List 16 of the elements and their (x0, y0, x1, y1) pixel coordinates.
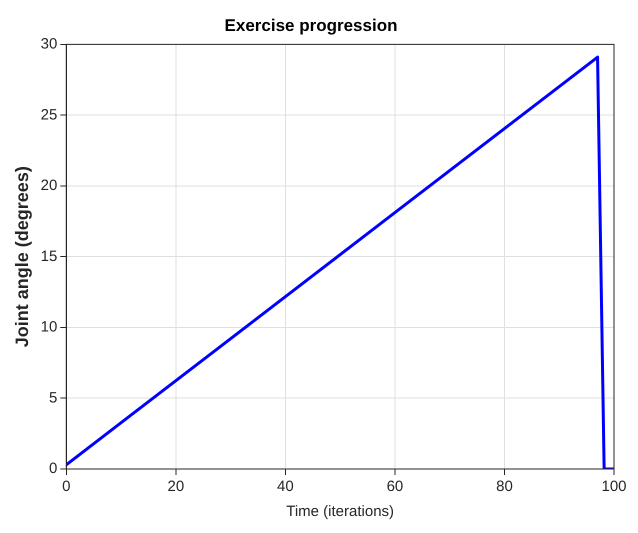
x-axis-title: Time (iterations) (286, 503, 394, 520)
y-tick-label: 10 (40, 318, 58, 336)
y-tick-label: 0 (48, 460, 58, 478)
y-tick-label: 30 (40, 36, 58, 53)
x-tick-label: 80 (496, 478, 513, 496)
chart-title: Exercise progression (224, 16, 398, 35)
y-tick-label: 5 (48, 389, 58, 406)
x-tick-label: 40 (277, 478, 294, 496)
y-tick-label: 25 (40, 106, 58, 124)
x-tick-label: 0 (62, 478, 70, 496)
y-axis-title: Joint angle (degrees) (12, 166, 32, 348)
y-tick-label: 20 (40, 177, 58, 194)
x-tick-label: 20 (167, 478, 184, 496)
y-tick-label: 15 (40, 248, 58, 265)
x-tick-label: 100 (601, 478, 627, 496)
x-tick-label: 60 (386, 478, 404, 496)
